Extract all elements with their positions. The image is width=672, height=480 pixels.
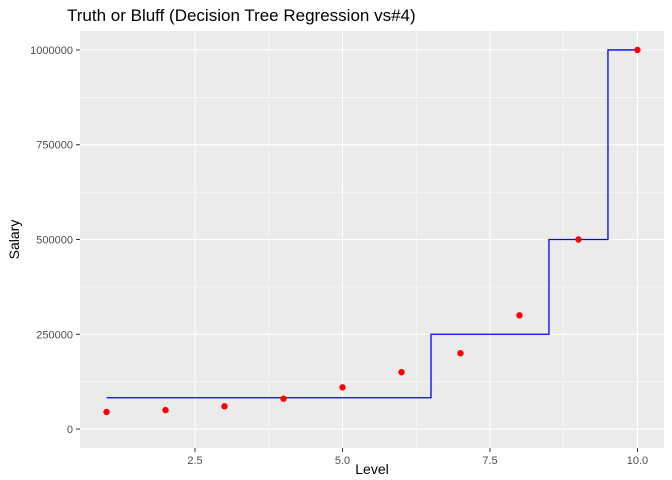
step-line-layer (106, 49, 638, 399)
x-tick-label: 7.5 (482, 455, 497, 467)
y-tick-label: 250000 (36, 329, 73, 341)
y-axis: 0 250000 500000 750000 1000000 (30, 45, 80, 436)
data-point (634, 46, 641, 54)
y-tick-label: 500000 (36, 235, 73, 247)
x-axis-title: Level (355, 461, 388, 477)
data-point (162, 406, 169, 414)
points-layer (103, 46, 641, 416)
data-point (339, 384, 346, 391)
y-axis-title: Salary (6, 220, 22, 260)
data-point (575, 236, 582, 243)
y-tick-label: 0 (67, 424, 73, 436)
grid-major (80, 31, 664, 448)
chart-title: Truth or Bluff (Decision Tree Regression… (67, 6, 416, 25)
data-point (221, 403, 228, 410)
data-point (516, 312, 523, 319)
data-point (457, 350, 464, 357)
x-tick-label: 10.0 (627, 455, 648, 467)
x-tick-label: 2.5 (187, 455, 202, 467)
data-point (103, 408, 110, 416)
x-axis: 2.5 5.0 7.5 10.0 (187, 448, 648, 467)
prediction-step-line (106, 49, 638, 399)
x-tick-label: 5.0 (335, 455, 350, 467)
data-point (280, 395, 287, 402)
data-point (398, 368, 405, 376)
y-tick-label: 750000 (36, 140, 73, 152)
y-tick-label: 1000000 (30, 45, 73, 57)
